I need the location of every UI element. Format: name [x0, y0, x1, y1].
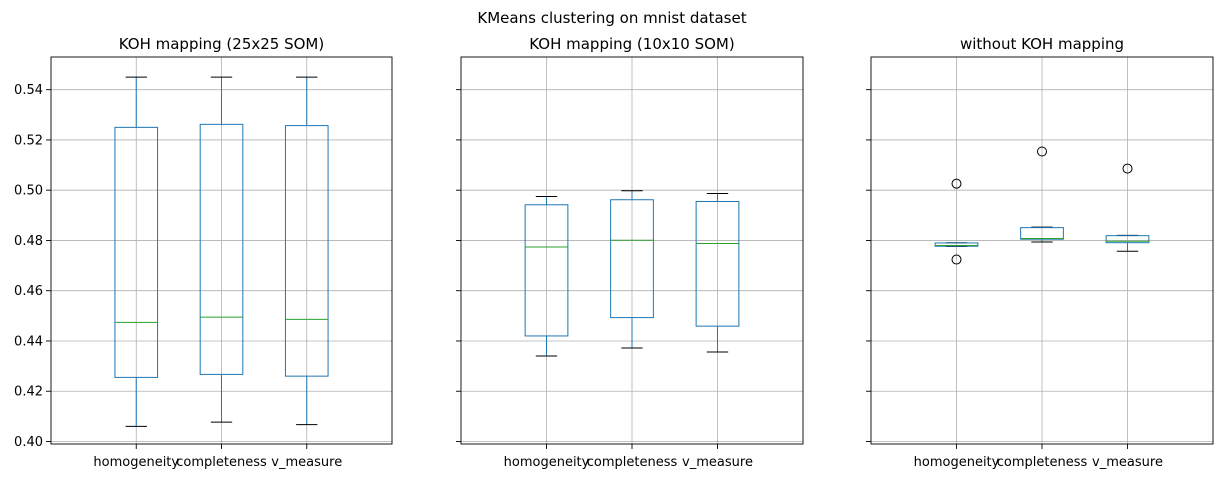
y-tick-label: 0.48	[14, 234, 43, 249]
box-iqr	[199, 123, 244, 375]
y-tick-label: 0.40	[14, 435, 43, 450]
x-tick-label-homogeneity: homogeneity	[914, 455, 1000, 470]
box-iqr	[695, 200, 740, 327]
subplot-1: 0.40 0.42 0.44 0.46 0.48 0.50 0.52 0.54 homogene…	[14, 35, 393, 470]
outlier-point	[951, 178, 962, 189]
x-tick-label-completeness: completeness	[587, 455, 678, 470]
x-tick-label-homogeneity: homogeneity	[93, 455, 179, 470]
subplot-title: without KOH mapping	[960, 35, 1124, 53]
box-completeness	[1020, 146, 1064, 243]
y-tick-label: 0.46	[14, 284, 43, 299]
x-tick-label-v_measure: v_measure	[1092, 455, 1163, 470]
box-v_measure	[1105, 163, 1150, 252]
y-tick-label: 0.54	[14, 83, 43, 98]
outlier-point	[951, 254, 962, 265]
box-v_measure	[695, 192, 740, 353]
x-tick-label-v_measure: v_measure	[682, 455, 753, 470]
outlier-point	[1122, 163, 1133, 174]
outlier-point	[1037, 146, 1047, 157]
box-iqr	[610, 199, 654, 319]
box-completeness	[610, 190, 654, 349]
x-tick-label-v_measure: v_measure	[271, 455, 342, 470]
box-v_measure	[284, 76, 329, 426]
axes-frame	[870, 56, 1214, 445]
box-completeness	[199, 76, 244, 423]
y-tick-label: 0.44	[14, 334, 43, 349]
figure-title: KMeans clustering on mnist dataset	[477, 9, 746, 27]
x-tick-label-homogeneity: homogeneity	[504, 455, 590, 470]
box-iqr	[934, 242, 979, 247]
box-homogeneity	[114, 76, 159, 427]
x-tick-label-completeness: completeness	[176, 455, 267, 470]
subplot-title: KOH mapping (10x10 SOM)	[529, 35, 734, 53]
subplot-title: KOH mapping (25x25 SOM)	[119, 35, 324, 53]
box-iqr	[1020, 227, 1064, 240]
axes-frame	[460, 56, 804, 445]
box-homogeneity	[934, 178, 979, 265]
box-iqr	[114, 126, 159, 378]
box-iqr	[284, 125, 329, 377]
y-tick-label: 0.50	[14, 184, 43, 199]
box-homogeneity	[524, 195, 569, 357]
axes-frame	[50, 56, 393, 445]
y-tick-label: 0.52	[14, 133, 43, 148]
box-iqr	[524, 204, 569, 337]
box-iqr	[1105, 235, 1150, 244]
y-tick-label: 0.42	[14, 385, 43, 400]
x-tick-label-completeness: completeness	[997, 455, 1088, 470]
